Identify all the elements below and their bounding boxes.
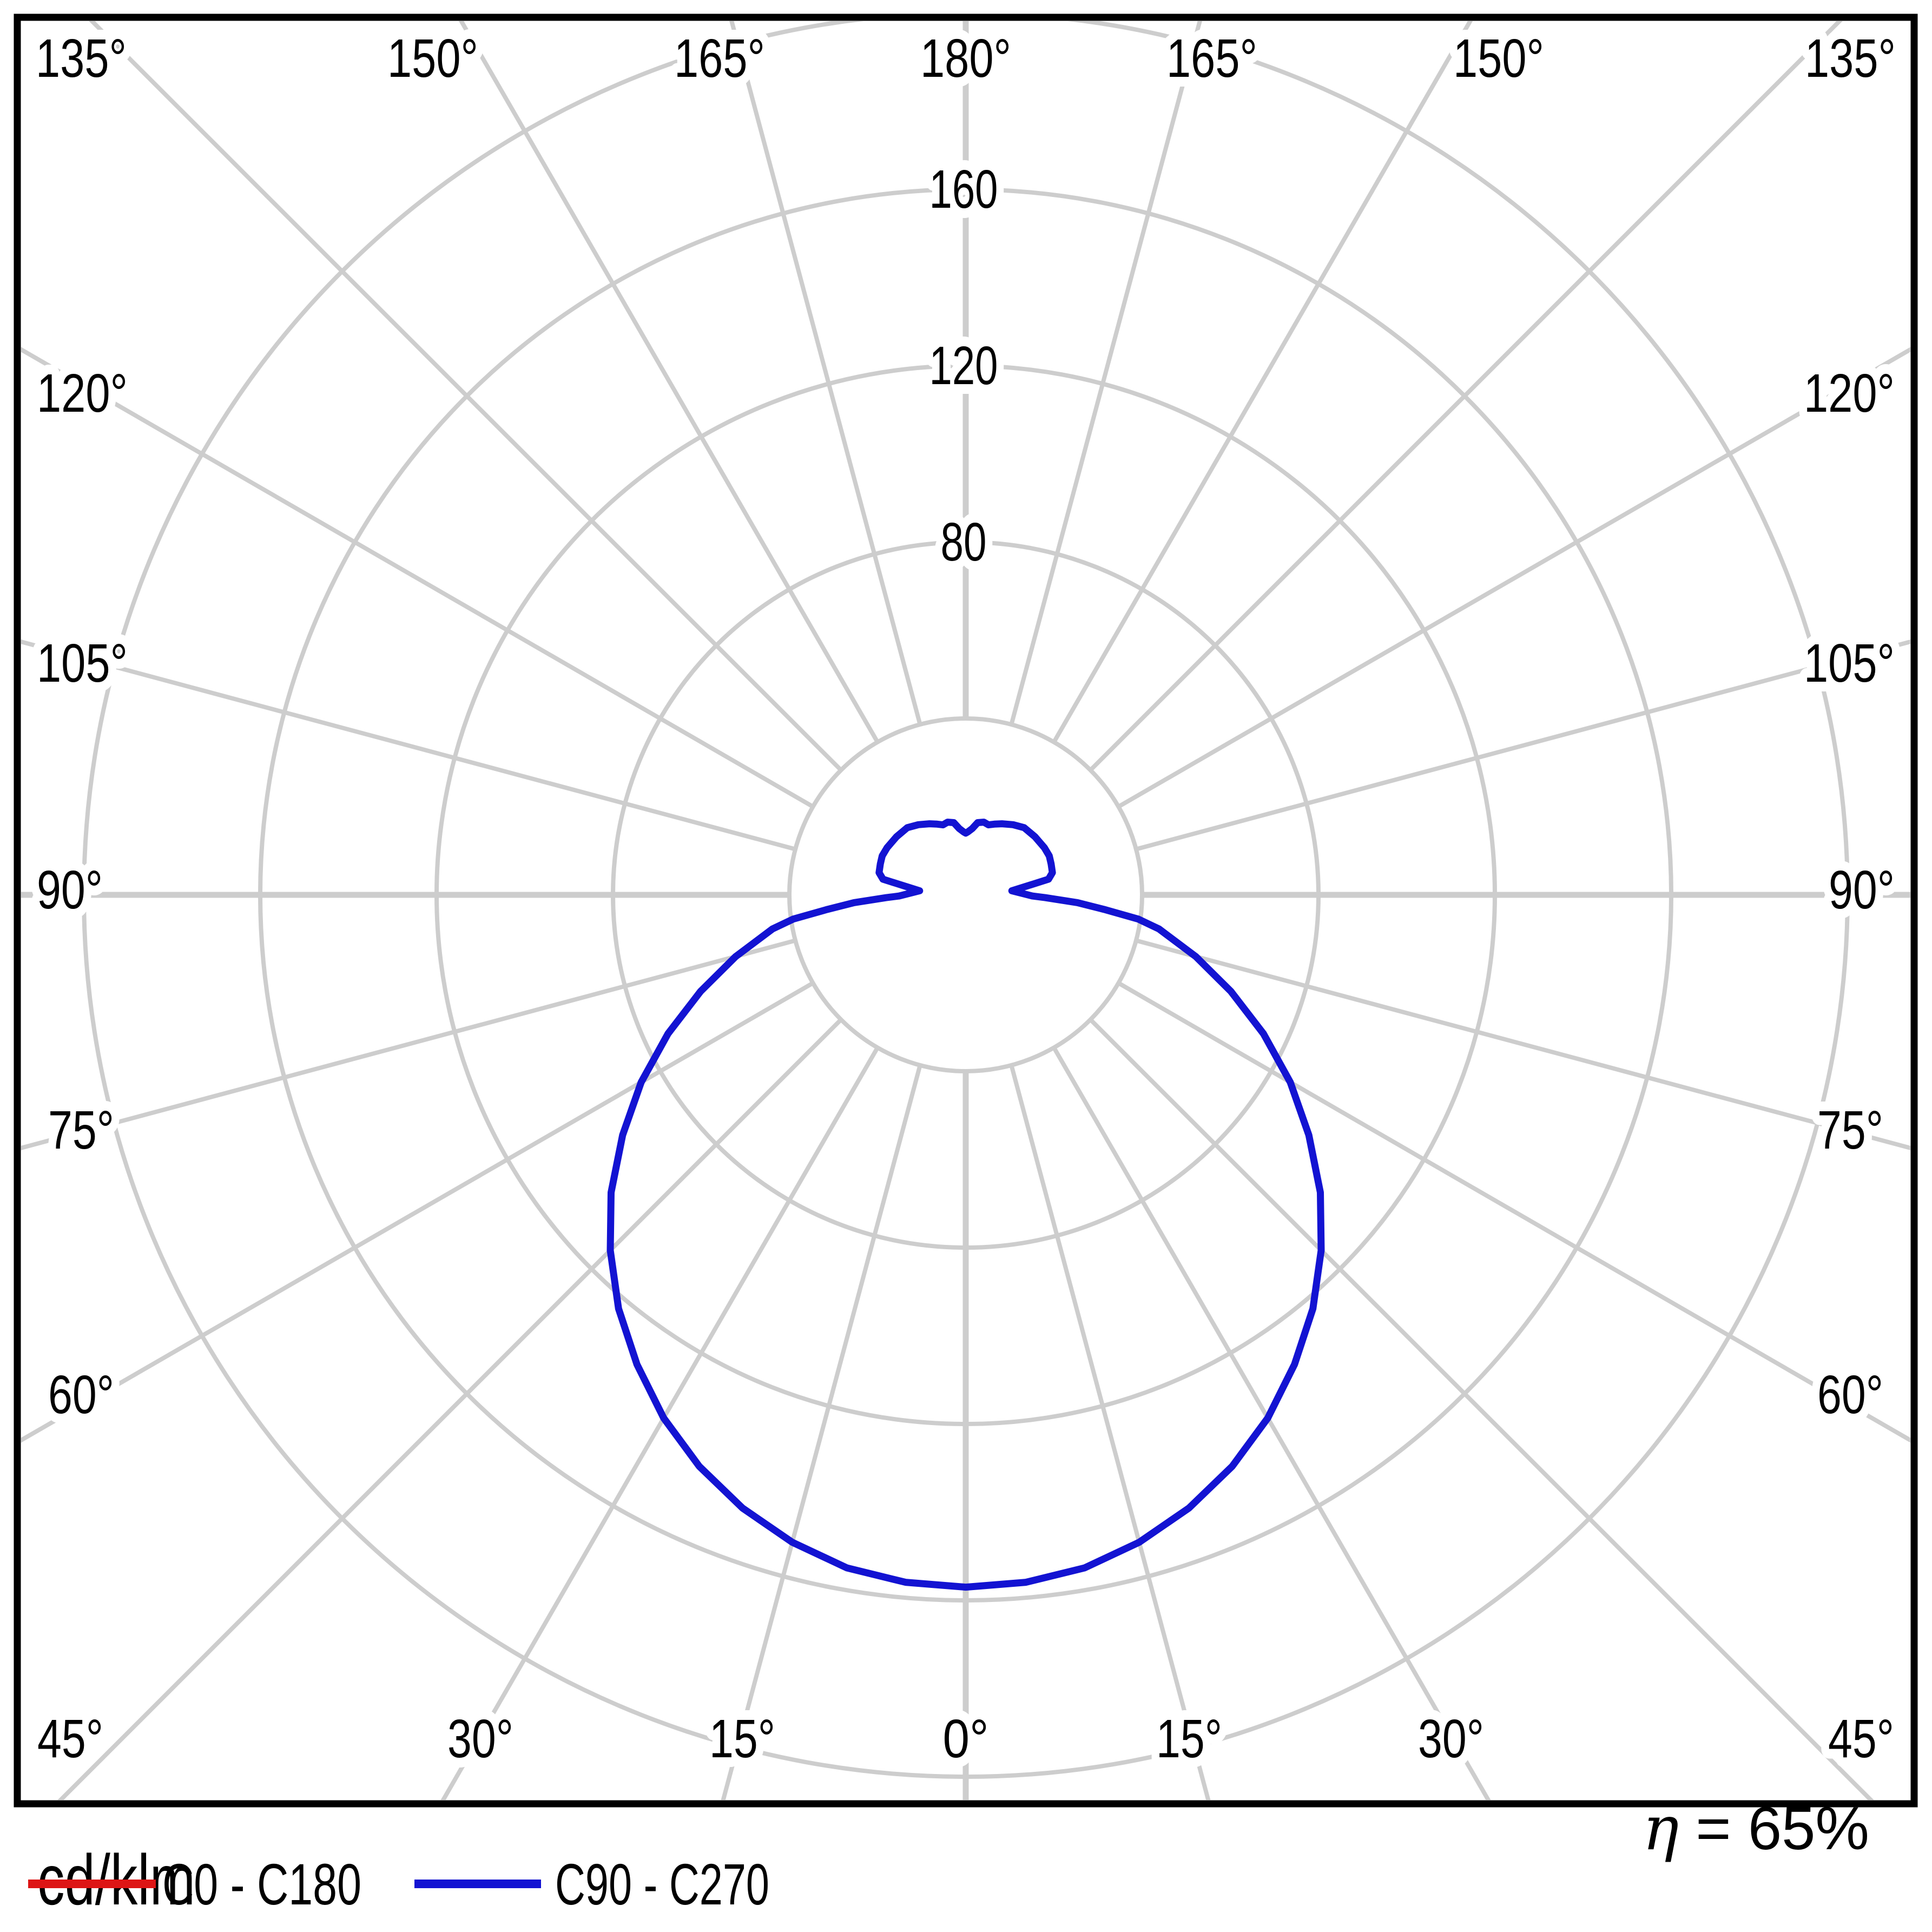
gamma-tick-label: 0°: [943, 1709, 989, 1769]
curve-c90-c270: [606, 819, 1325, 1591]
legend-label-c90-c270: C90 - C270: [555, 1851, 769, 1917]
gamma-spoke-120: [21, 347, 814, 809]
radial-ring-200: [82, 21, 1850, 1779]
gamma-tick-label: 30°: [1418, 1709, 1484, 1769]
gamma-tick-label: 105°: [1804, 633, 1895, 694]
gamma-spoke-60: [21, 981, 814, 1443]
gamma-spoke-150: [458, 21, 880, 743]
gamma-spoke-165: [729, 21, 922, 726]
ring-value-label: 80: [941, 512, 987, 572]
efficiency-label: η = 65%: [1643, 1793, 1869, 1864]
gamma-spoke-225: [1089, 21, 1843, 772]
gamma-tick-label: 60°: [1817, 1364, 1883, 1425]
gamma-tick-label: 60°: [48, 1364, 114, 1425]
gamma-tick-label: 45°: [1828, 1709, 1894, 1769]
gamma-spoke-330: [1052, 1046, 1491, 1800]
gamma-spoke-210: [1052, 21, 1473, 743]
gamma-spoke-195: [1009, 21, 1202, 726]
gamma-spoke-315: [1089, 1018, 1874, 1800]
gamma-spoke-105: [21, 639, 796, 852]
intensity-curves: [606, 819, 1325, 1591]
radial-ring-160: [258, 187, 1673, 1603]
eta-symbol: η: [1643, 1793, 1679, 1864]
eta-value: = 65%: [1679, 1795, 1869, 1862]
radial-ring-80: [611, 540, 1321, 1250]
radial-ring-40: [787, 716, 1144, 1073]
gamma-tick-label: 75°: [1817, 1100, 1883, 1160]
gamma-spoke-285: [1135, 938, 1910, 1150]
gamma-tick-label: 150°: [387, 28, 478, 89]
gamma-tick-label: 135°: [36, 28, 127, 89]
gamma-tick-label: 30°: [447, 1709, 513, 1769]
gamma-spoke-75: [21, 938, 796, 1150]
gamma-angle-tick-labels: 135° 150° 165° 180° 165° 150° 135° 120° 105° 90° 7…: [26, 18, 1905, 1779]
gamma-tick-label: 90°: [37, 860, 103, 920]
radial-ring-value-labels: 80 120 160: [920, 149, 1008, 582]
gamma-tick-label: 90°: [1829, 860, 1895, 920]
gamma-tick-label: 150°: [1453, 28, 1544, 89]
gamma-tick-label: 105°: [37, 633, 128, 694]
gamma-tick-label: 165°: [1166, 28, 1257, 89]
gamma-tick-label: 15°: [1156, 1709, 1222, 1769]
gamma-spoke-135: [89, 21, 843, 772]
gamma-tick-label: 165°: [674, 28, 765, 89]
gamma-tick-label: 75°: [48, 1100, 114, 1160]
gamma-tick-label: 15°: [709, 1709, 775, 1769]
legend: C0 - C180 C90 - C270: [28, 1851, 769, 1917]
gamma-spoke-240: [1117, 347, 1910, 809]
radial-ring-120: [434, 364, 1497, 1426]
gamma-spoke-255: [1135, 639, 1910, 852]
ring-value-label: 120: [929, 335, 998, 396]
gamma-tick-label: 45°: [37, 1709, 103, 1769]
ring-value-label: 160: [929, 159, 998, 220]
gamma-spoke-45: [57, 1018, 843, 1800]
gamma-tick-label: 180°: [920, 28, 1011, 89]
gamma-spoke-30: [440, 1046, 880, 1800]
gamma-tick-label: 120°: [1804, 363, 1895, 424]
gamma-spoke-300: [1117, 981, 1910, 1443]
gamma-tick-label: 135°: [1805, 28, 1896, 89]
gamma-spoke-345: [1009, 1064, 1211, 1800]
legend-label-c0-c180: C0 - C180: [162, 1851, 361, 1917]
gamma-spoke-15: [721, 1064, 922, 1800]
plot-border: [14, 14, 1918, 1808]
gamma-tick-label: 120°: [37, 363, 128, 424]
